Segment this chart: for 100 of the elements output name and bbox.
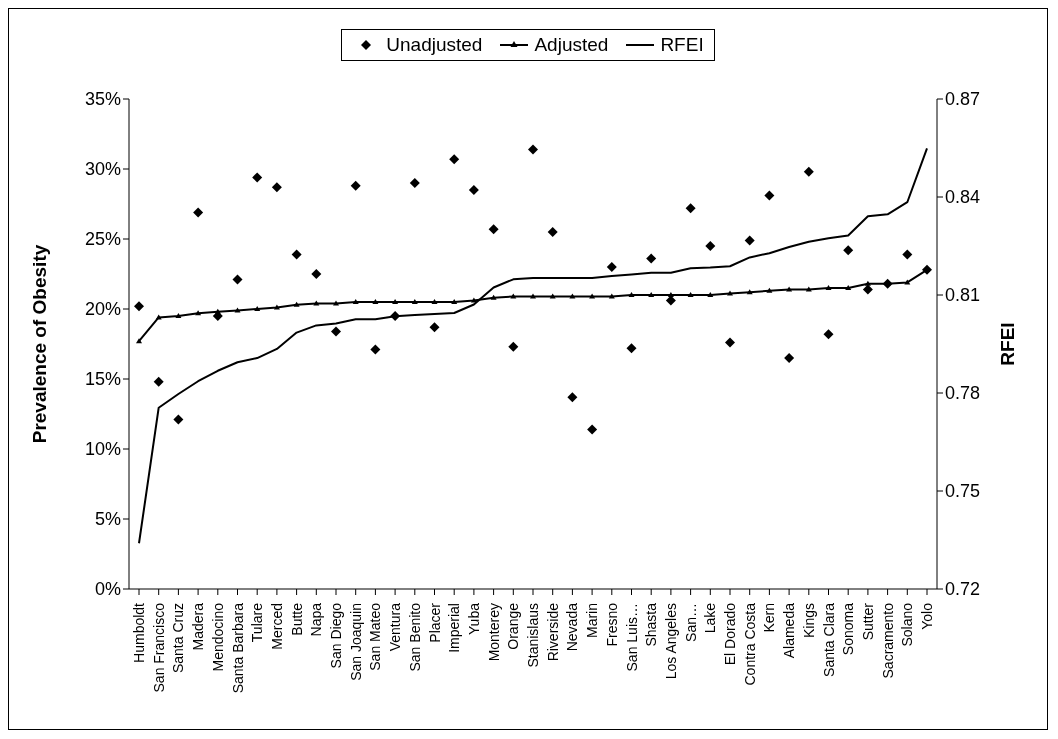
- x-tick-label: Nevada: [564, 602, 581, 652]
- point: [350, 180, 361, 191]
- point: [449, 154, 460, 165]
- x-tick-label: Monterey: [485, 603, 502, 662]
- x-tick-label: Solano: [899, 602, 916, 647]
- x-tick-label: Yuba: [465, 602, 482, 635]
- point: [273, 304, 280, 310]
- x-tick-label: San Joaquin: [347, 603, 364, 681]
- y2-tick-label: 0.75: [945, 481, 981, 502]
- x-tick-label: San Benito: [406, 602, 423, 672]
- x-tick-label: Santa Cruz: [170, 603, 187, 674]
- y-tick-label: 10%: [84, 439, 121, 460]
- point: [725, 337, 735, 348]
- point: [331, 326, 341, 337]
- point: [293, 301, 300, 307]
- point: [372, 299, 379, 304]
- x-tick-label: El Dorado: [722, 602, 738, 666]
- x-tick-label: Humboldt: [131, 602, 147, 663]
- y2-tick-label: 0.84: [945, 187, 981, 208]
- x-tick-label: Santa Clara: [820, 602, 837, 677]
- y2-axis-title: RFEI: [996, 322, 1018, 366]
- point: [352, 299, 359, 304]
- point: [468, 185, 479, 195]
- x-tick-label: Placer: [426, 602, 443, 643]
- point: [685, 203, 696, 214]
- x-tick-label: Santa Barbara: [229, 602, 246, 694]
- x-tick-label: Contra Costa: [741, 602, 758, 686]
- point: [134, 301, 144, 312]
- x-tick-label: Lake: [702, 602, 719, 634]
- point: [626, 343, 637, 354]
- x-tick-label: San Francisco: [150, 602, 167, 693]
- x-tick-label: Fresno: [603, 602, 620, 647]
- point: [409, 178, 420, 188]
- x-tick-label: Kings: [800, 603, 817, 639]
- x-tick-label: Orange: [505, 602, 522, 650]
- point: [628, 292, 635, 297]
- legend-label: RFEI: [660, 34, 704, 56]
- point: [646, 253, 657, 264]
- x-tick-label: Stanislaus: [525, 603, 541, 668]
- point: [823, 329, 834, 340]
- x-tick-label: Shasta: [643, 602, 660, 647]
- point: [705, 241, 716, 251]
- x-tick-label: San…: [682, 603, 699, 642]
- x-tick-label: Imperial: [446, 603, 463, 653]
- point: [862, 284, 873, 295]
- y2-tick-label: 0.72: [945, 579, 981, 600]
- point: [291, 249, 302, 260]
- x-tick-label: Alameda: [781, 602, 798, 659]
- x-tick-label: Butte: [288, 602, 305, 636]
- point: [803, 166, 814, 177]
- x-tick-label: Merced: [268, 603, 285, 650]
- x-tick-label: Napa: [308, 602, 325, 637]
- y-axis-title: Prevalence of Obesity: [28, 244, 50, 444]
- point: [175, 313, 182, 318]
- x-tick-label: San Diego: [328, 602, 344, 669]
- point: [845, 285, 852, 290]
- point: [173, 414, 184, 425]
- point: [864, 280, 871, 286]
- line-series: [138, 147, 928, 545]
- point: [252, 172, 263, 183]
- x-tick-label: Sacramento: [879, 602, 896, 679]
- point: [153, 376, 164, 387]
- point: [193, 207, 204, 218]
- point: [667, 292, 674, 297]
- y-tick-label: 30%: [84, 159, 121, 180]
- point: [411, 299, 418, 304]
- point: [727, 290, 733, 296]
- point: [451, 299, 458, 304]
- point: [528, 144, 538, 155]
- x-tick-label: Riverside: [544, 602, 561, 662]
- point: [254, 306, 261, 311]
- point: [136, 338, 142, 344]
- point: [744, 235, 755, 246]
- x-tick-label: San Luis…: [623, 603, 640, 672]
- x-tick-label: San Mateo: [367, 602, 384, 671]
- point: [784, 353, 795, 363]
- legend-label: Adjusted: [534, 34, 609, 56]
- x-tick-label: Los Angeles: [662, 603, 679, 680]
- point: [470, 297, 477, 303]
- y-tick-label: 5%: [94, 509, 121, 530]
- y2-tick-label: 0.87: [945, 89, 981, 110]
- x-tick-label: Kern: [761, 603, 778, 633]
- point: [232, 274, 243, 285]
- x-tick-label: Tulare: [249, 602, 266, 643]
- x-tick-label: Mendocino: [209, 602, 226, 672]
- point: [567, 392, 578, 403]
- point: [488, 224, 499, 235]
- y-tick-label: 15%: [84, 369, 121, 390]
- point: [508, 341, 519, 352]
- point: [392, 299, 399, 304]
- point: [843, 245, 854, 256]
- y-tick-label: 25%: [84, 229, 121, 250]
- point: [825, 285, 832, 290]
- point: [431, 299, 438, 304]
- point: [214, 308, 221, 314]
- x-tick-label: Sutter: [859, 602, 876, 641]
- x-tick-label: Sonoma: [840, 602, 857, 656]
- point: [902, 249, 913, 260]
- y-tick-label: 35%: [84, 89, 121, 110]
- y-tick-label: 20%: [84, 299, 121, 320]
